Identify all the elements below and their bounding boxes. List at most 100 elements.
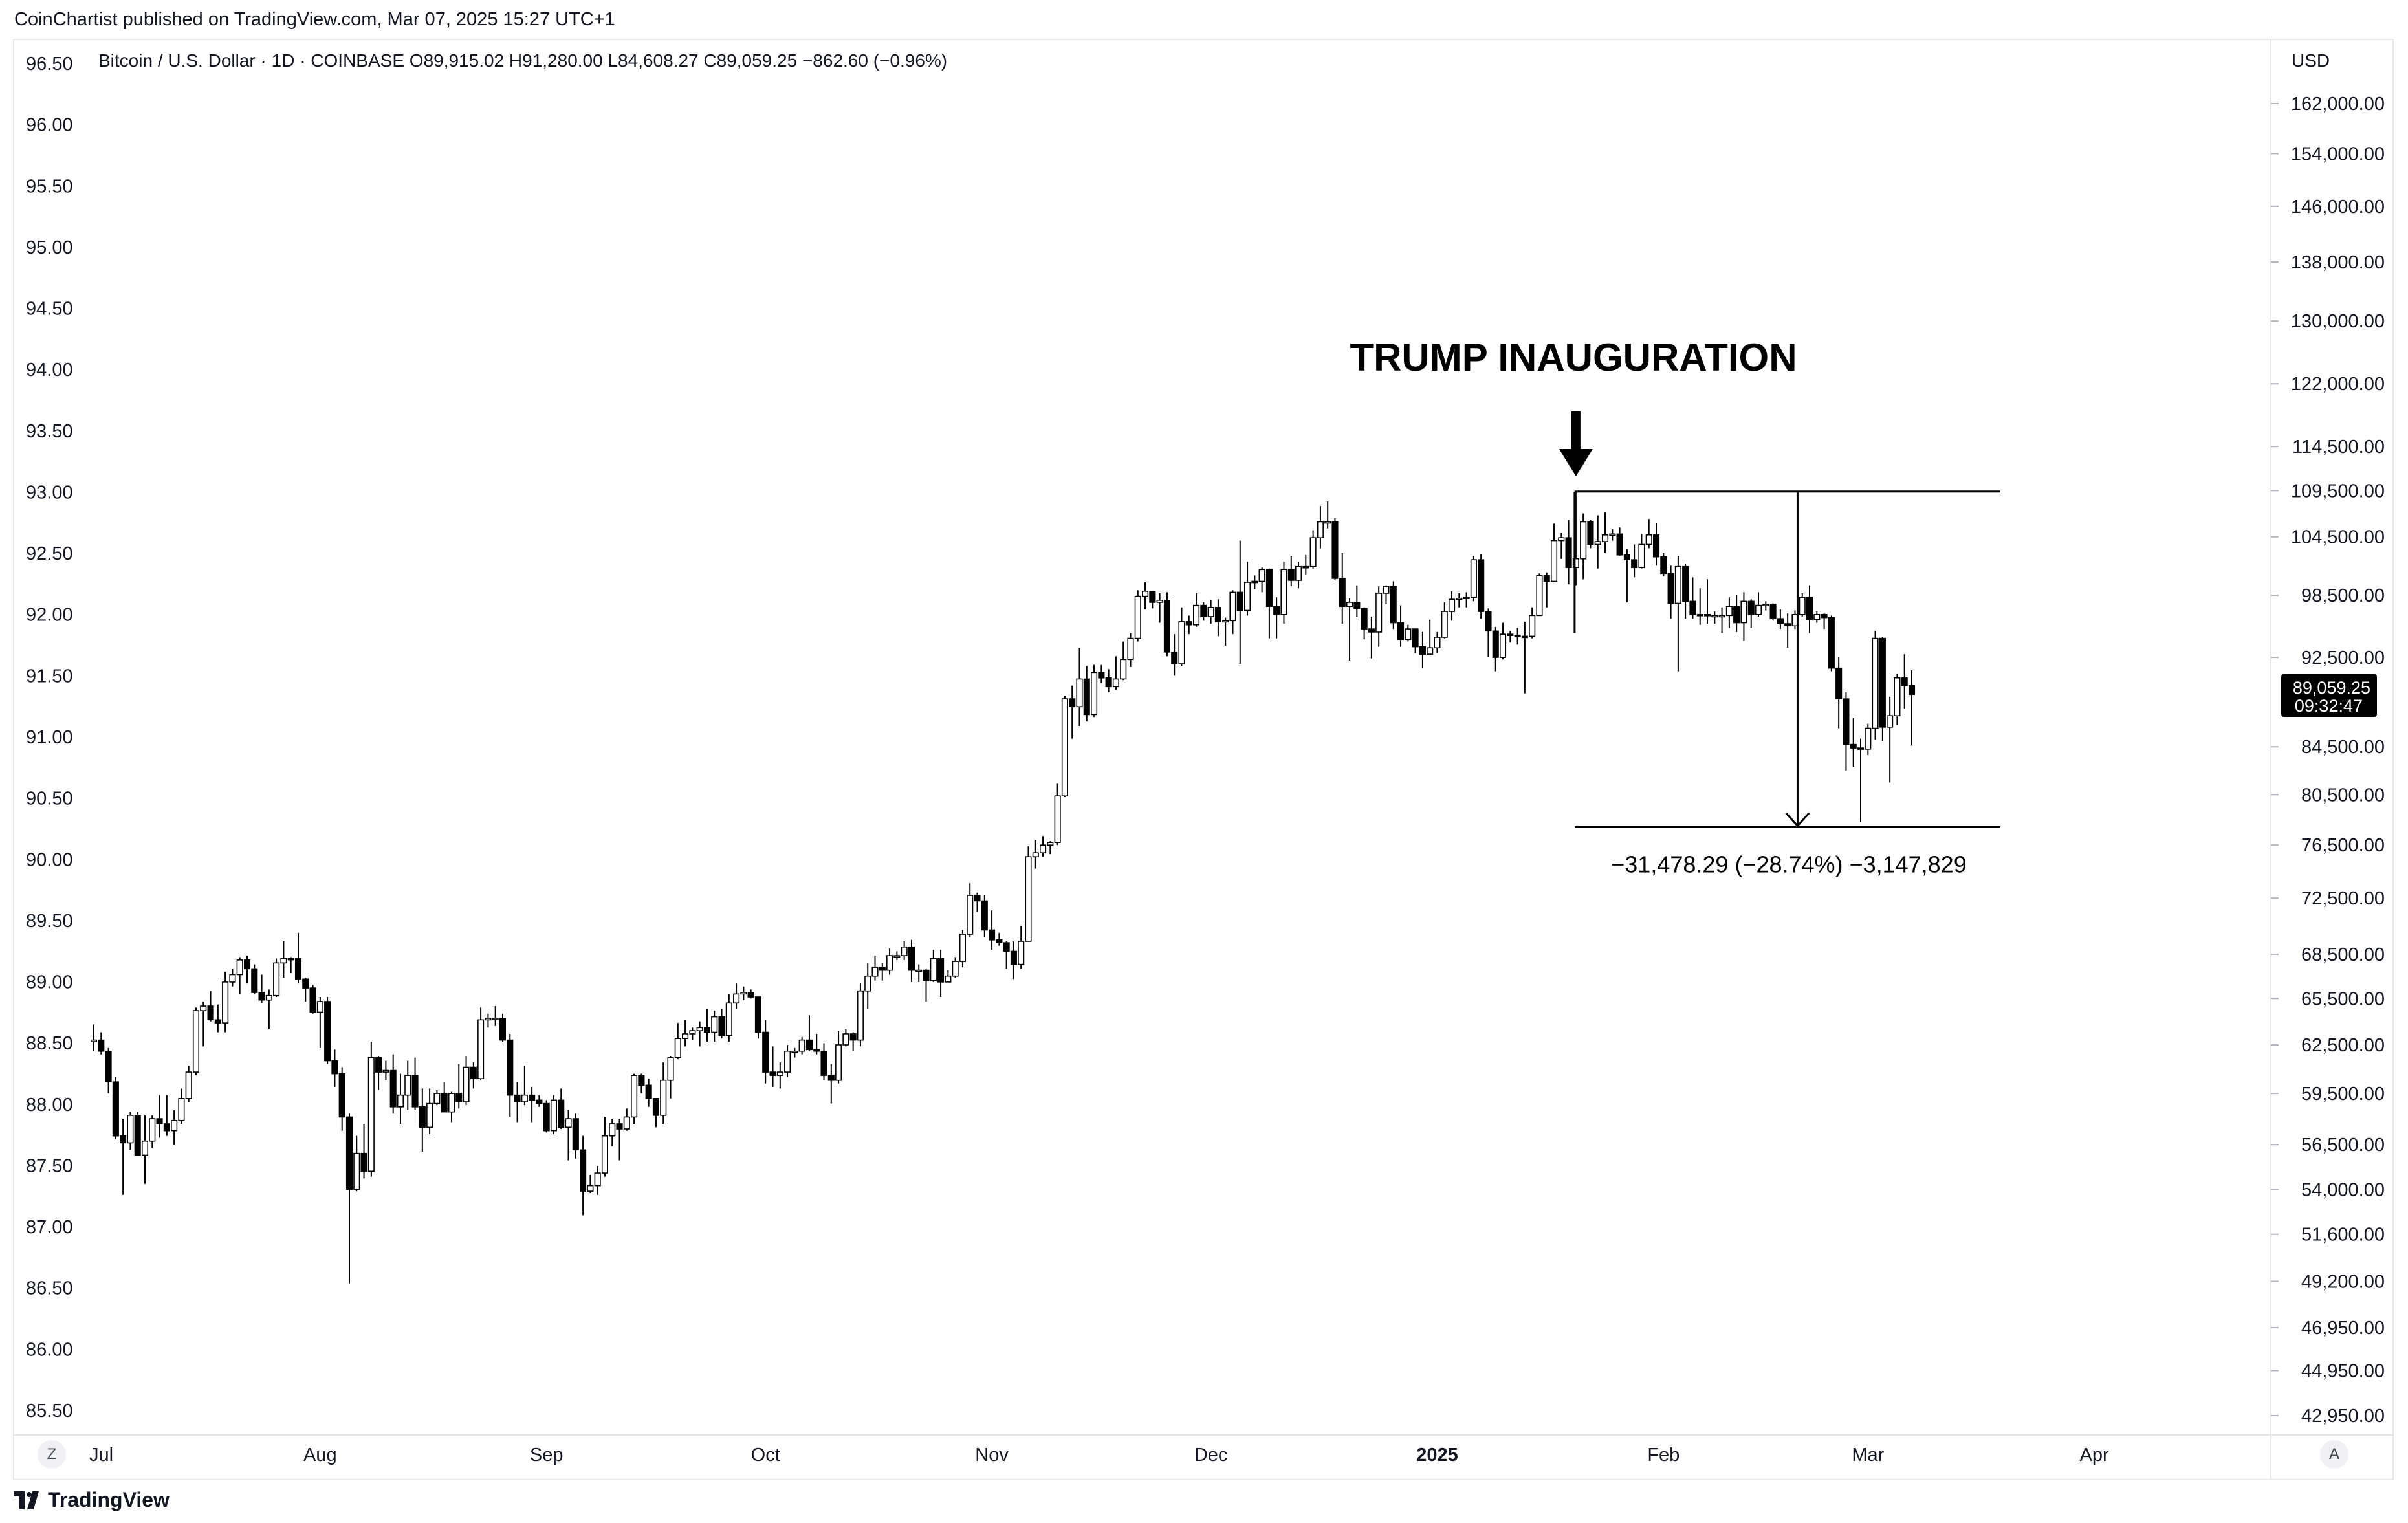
candle-body	[820, 1050, 827, 1076]
candle-body	[1894, 677, 1901, 716]
candle	[1769, 603, 1777, 621]
candle	[1098, 664, 1105, 684]
candle	[1682, 564, 1689, 619]
candle-body	[945, 975, 952, 983]
candle-body	[280, 958, 287, 964]
candle-body	[1280, 569, 1287, 615]
candle-body	[609, 1123, 616, 1137]
time-axis-label: Aug	[303, 1445, 337, 1465]
candle	[1273, 597, 1280, 639]
candle-body	[1040, 844, 1047, 854]
candle-body	[930, 958, 937, 981]
candle-body	[638, 1075, 645, 1086]
candle-body	[1317, 521, 1324, 538]
candle-body	[499, 1018, 507, 1041]
candle	[1594, 515, 1601, 569]
candle	[507, 1033, 514, 1117]
candle-body	[419, 1106, 426, 1128]
candle	[477, 1007, 485, 1080]
candle	[871, 956, 879, 981]
candle	[1069, 685, 1076, 739]
tradingview-logo-icon	[14, 1491, 39, 1509]
candle-body	[682, 1033, 689, 1040]
candle-body	[580, 1149, 587, 1192]
candle	[1361, 607, 1368, 640]
candle-body	[1901, 677, 1908, 686]
candle	[550, 1095, 558, 1134]
candle	[1872, 631, 1879, 740]
currency-label[interactable]: USD	[2292, 50, 2330, 71]
candle	[1580, 513, 1587, 580]
candle	[587, 1174, 594, 1193]
candle-body	[1887, 715, 1894, 728]
candle-body	[791, 1050, 798, 1053]
candle	[1638, 534, 1645, 569]
candle	[345, 1113, 353, 1284]
candle	[1076, 648, 1083, 727]
candle	[338, 1067, 345, 1131]
right-axis-tick: 114,500.00	[2292, 437, 2385, 457]
candle	[1521, 621, 1528, 694]
candle	[1784, 613, 1791, 648]
candle	[1558, 532, 1565, 559]
time-axis-label: Mar	[1852, 1445, 1884, 1465]
candle-body	[1018, 941, 1025, 965]
candle	[1222, 617, 1229, 646]
candle	[367, 1042, 375, 1177]
candle-body	[192, 1010, 200, 1073]
candle	[981, 895, 988, 937]
candle-body	[1536, 575, 1543, 617]
candle	[1478, 554, 1485, 619]
time-axis-label: Apr	[2080, 1445, 2109, 1465]
candle-body	[1324, 521, 1331, 524]
candle-body	[1105, 677, 1112, 688]
candle	[441, 1082, 448, 1113]
candle	[1908, 670, 1916, 746]
candle-body	[1061, 698, 1068, 797]
candle	[1740, 592, 1747, 641]
candle-body	[703, 1027, 711, 1033]
zoom-button[interactable]: Z	[38, 1440, 66, 1469]
time-axis[interactable]: Jul Aug Sep Oct Nov Dec 2025 Feb Mar Apr	[89, 1445, 2109, 1465]
candle	[426, 1088, 433, 1134]
measure-arrow-head-icon	[1785, 812, 1810, 827]
candle-body	[754, 996, 761, 1033]
candle	[754, 996, 761, 1039]
candle	[762, 1020, 769, 1084]
time-axis-label: 2025	[1416, 1445, 1458, 1465]
time-axis-label: Oct	[751, 1445, 780, 1465]
candle	[1631, 544, 1638, 578]
candle	[1331, 518, 1339, 580]
candle	[1674, 556, 1681, 672]
candle	[601, 1117, 609, 1177]
candle	[185, 1066, 192, 1102]
candle-body	[1806, 597, 1813, 620]
candle	[908, 939, 915, 982]
candle-body	[1346, 602, 1353, 608]
candle	[989, 910, 996, 950]
candle	[1120, 641, 1127, 681]
symbol-ohlc-legend[interactable]: Bitcoin / U.S. Dollar · 1D · COINBASE O8…	[98, 50, 948, 71]
candle-body	[1375, 593, 1383, 633]
left-price-axis[interactable]: 96.50 96.00 95.50 95.00 94.50 94.00 93.50 93.00…	[26, 54, 73, 1421]
candle	[1434, 631, 1441, 653]
candle-body	[1733, 606, 1740, 624]
candle	[1010, 941, 1017, 980]
right-axis-tick: 84,500.00	[2301, 737, 2385, 758]
candle-body	[1244, 582, 1251, 611]
auto-scale-button[interactable]: A	[2320, 1440, 2348, 1469]
right-price-axis[interactable]: 162,000.00 154,000.00 146,000.00 138,000.00…	[2271, 94, 2385, 1427]
left-axis-tick: 94.00	[26, 360, 73, 380]
left-axis-tick: 87.50	[26, 1156, 73, 1176]
right-axis-tick: 46,950.00	[2301, 1318, 2385, 1339]
candle-body	[243, 959, 251, 970]
time-axis-label: Dec	[1194, 1445, 1228, 1465]
candle	[901, 941, 908, 960]
candle	[463, 1056, 470, 1106]
candle	[1412, 628, 1419, 653]
candle-body	[163, 1123, 170, 1132]
candle	[1302, 554, 1309, 575]
candle	[1529, 607, 1536, 639]
